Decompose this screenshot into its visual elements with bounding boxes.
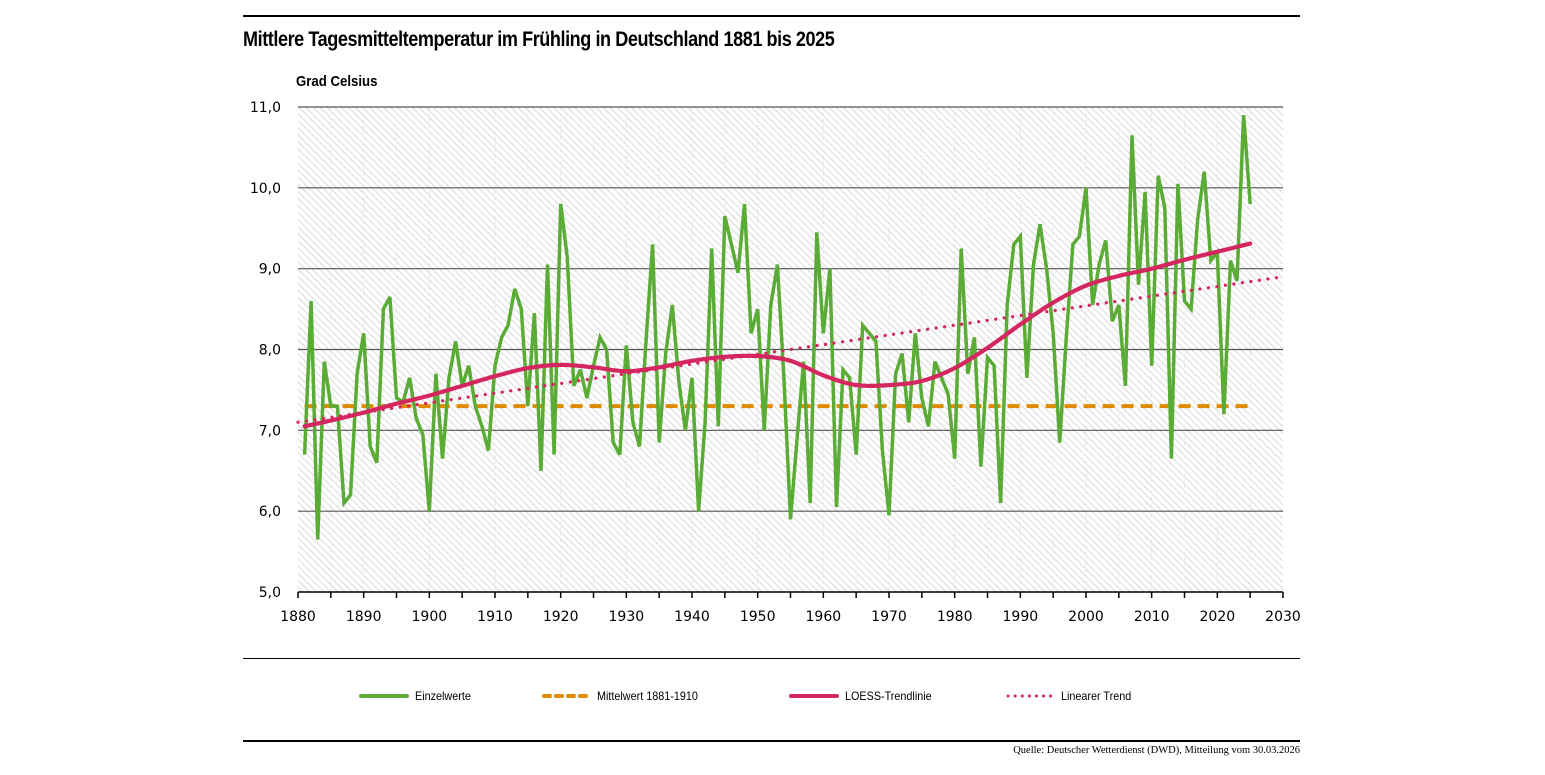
x-tick-label: 1970: [871, 609, 907, 625]
x-tick-label: 1960: [806, 609, 842, 625]
legend-swatch-linear: [1006, 694, 1055, 698]
legend-swatch-mittelwert: [542, 694, 591, 698]
y-axis-label: Grad Celsius: [296, 73, 378, 90]
legend-swatch-loess: [789, 694, 839, 698]
y-tick-label: 5,0: [259, 585, 281, 601]
x-tick-label: 2020: [1200, 609, 1236, 625]
x-tick-label: 1890: [346, 609, 382, 625]
x-tick-label: 2000: [1068, 609, 1104, 625]
legend-item-mittelwert: Mittelwert 1881-1910: [541, 684, 709, 708]
chart-plot: 1880 1890 1900 1910 1920 1930 1940 1950 1960 1970…: [250, 100, 1301, 625]
series-linear-trend-line: [296, 275, 1285, 424]
legend-label: LOESS-Trendlinie: [845, 689, 932, 703]
chart-title: Mittlere Tagesmitteltemperatur im Frühli…: [243, 28, 835, 51]
bottom-rule: [243, 740, 1300, 742]
x-tick-label: 1930: [609, 609, 645, 625]
y-tick-label: 8,0: [259, 343, 281, 359]
source-note: Quelle: Deutscher Wetterdienst (DWD), Mi…: [1013, 745, 1300, 756]
y-tick-label: 10,0: [250, 181, 281, 197]
y-tick-label: 6,0: [259, 504, 281, 520]
x-tick-label: 1940: [674, 609, 710, 625]
x-tick-label: 1910: [477, 609, 513, 625]
top-rule: [243, 15, 1300, 17]
legend-item-einzelwerte: Einzelwerte: [359, 684, 477, 708]
legend-item-linear: Linearer Trend: [1005, 684, 1139, 708]
legend-label: Linearer Trend: [1061, 689, 1132, 703]
y-tick-label: 7,0: [259, 423, 281, 439]
x-tick-label: 1950: [740, 609, 776, 625]
x-tick-label: 2030: [1265, 609, 1301, 625]
legend-swatch-einzelwerte: [359, 694, 409, 698]
x-tick-label: 1980: [937, 609, 973, 625]
y-tick-label: 11,0: [250, 100, 281, 116]
x-tick-label: 1990: [1003, 609, 1039, 625]
legend-label: Einzelwerte: [415, 689, 471, 703]
legend-label: Mittelwert 1881-1910: [597, 689, 698, 703]
legend: Einzelwerte Mittelwert 1881-1910 LOESS-T…: [0, 684, 1545, 708]
y-tick-label: 9,0: [259, 262, 281, 278]
x-tick-label: 1900: [412, 609, 448, 625]
x-tick-label: 1880: [280, 609, 316, 625]
legend-item-loess: LOESS-Trendlinie: [789, 684, 941, 708]
x-tick-label: 2010: [1134, 609, 1170, 625]
legend-top-rule: [243, 658, 1300, 659]
series-loess-line: [302, 241, 1253, 429]
x-tick-label: 1920: [543, 609, 579, 625]
